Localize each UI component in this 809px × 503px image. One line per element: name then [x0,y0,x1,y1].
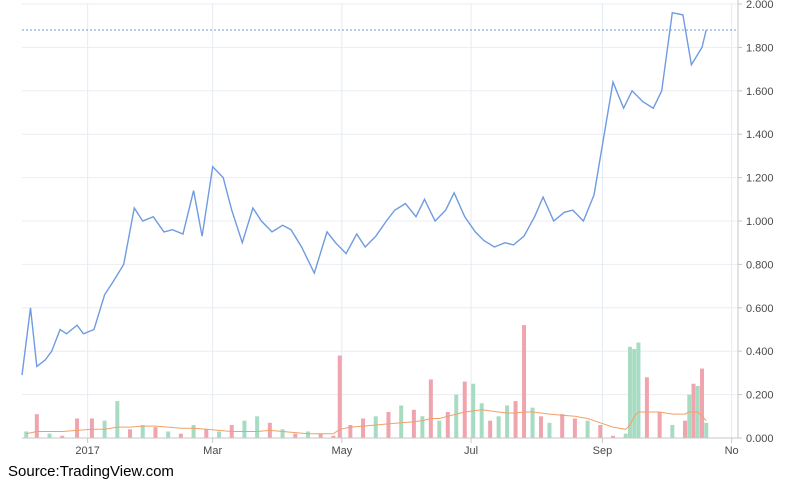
y-tick-label: 0.200 [746,390,774,402]
volume-bar [24,431,29,438]
volume-bar [331,435,336,438]
volume-bar [420,416,425,438]
y-tick-label: 1.800 [746,42,774,54]
volume-bar [280,429,285,438]
volume-bar [538,416,543,438]
x-tick-label: Jul [464,445,478,457]
volume-bar [34,414,39,438]
x-tick-label: 2017 [75,445,99,457]
y-tick-label: 0.600 [746,303,774,315]
volume-bar [572,418,577,438]
y-tick-label: 1.000 [746,216,774,228]
volume-bar [462,381,467,438]
volume-bar [428,379,433,438]
volume-bar [255,416,260,438]
volume-bar [337,355,342,438]
y-tick-label: 0.800 [746,259,774,271]
volume-bar [153,427,158,438]
volume-bar [242,420,247,438]
volume-bar [530,407,535,438]
volume-bar [513,401,518,438]
volume-bar [128,429,133,438]
y-tick-label: 1.200 [746,173,774,185]
x-tick-label: May [331,445,352,457]
volume-bar [348,424,353,438]
volume-bar [115,401,120,438]
volume-bar [505,405,510,438]
volume-bar [166,431,171,438]
volume-bar [488,420,493,438]
x-tick-label: Mar [203,445,222,457]
volume-bar [60,435,65,438]
x-tick-label: Sep [593,445,613,457]
volume-bar [699,368,704,438]
volume-bar [496,416,501,438]
volume-bar [293,433,298,438]
volume-bar [598,424,603,438]
volume-bar [217,431,222,438]
volume-moving-average-line [26,409,707,435]
volume-bar [454,394,459,438]
volume-bar [657,411,662,438]
y-tick-label: 2.000 [746,0,774,11]
y-tick-label: 1.400 [746,129,774,141]
volume-bar [560,414,565,438]
volume-bar [75,418,80,438]
volume-bar [386,411,391,438]
volume-bar [411,409,416,438]
volume-bars [24,325,709,438]
volume-bar [644,377,649,438]
volume-bar [611,435,616,438]
volume-bar [361,418,366,438]
x-axis-ticks: 2017 Mar May Jul Sep No [75,438,739,457]
volume-bar [479,403,484,438]
volume-bar [47,433,52,438]
volume-bar [704,422,709,438]
volume-bar [547,422,552,438]
y-tick-label: 0.400 [746,346,774,358]
volume-bar [318,433,323,438]
volume-bar [687,394,692,438]
volume-bar [445,411,450,438]
y-tick-label: 0.000 [746,433,774,445]
volume-bar [399,405,404,438]
volume-bar [683,420,688,438]
volume-bar [522,325,527,438]
volume-bar [585,420,590,438]
y-axis-ticks: 2.000 1.800 1.600 1.400 1.200 1.000 0.800 0.600… [738,0,774,445]
volume-bar [204,429,209,438]
volume-bar [191,424,196,438]
volume-bar [632,349,637,438]
volume-bar [670,424,675,438]
price-line [21,11,707,376]
x-tick-label: No [725,445,739,457]
volume-bar [437,420,442,438]
volume-bar [89,418,94,438]
volume-bar [373,416,378,438]
volume-bar [627,346,632,438]
source-caption: Source:TradingView.com [8,463,174,480]
volume-bar [305,431,310,438]
volume-bar [636,342,641,438]
volume-bar [178,433,183,438]
volume-bar [691,383,696,438]
volume-bar [623,433,628,438]
y-tick-label: 1.600 [746,86,774,98]
volume-bar [140,424,145,438]
